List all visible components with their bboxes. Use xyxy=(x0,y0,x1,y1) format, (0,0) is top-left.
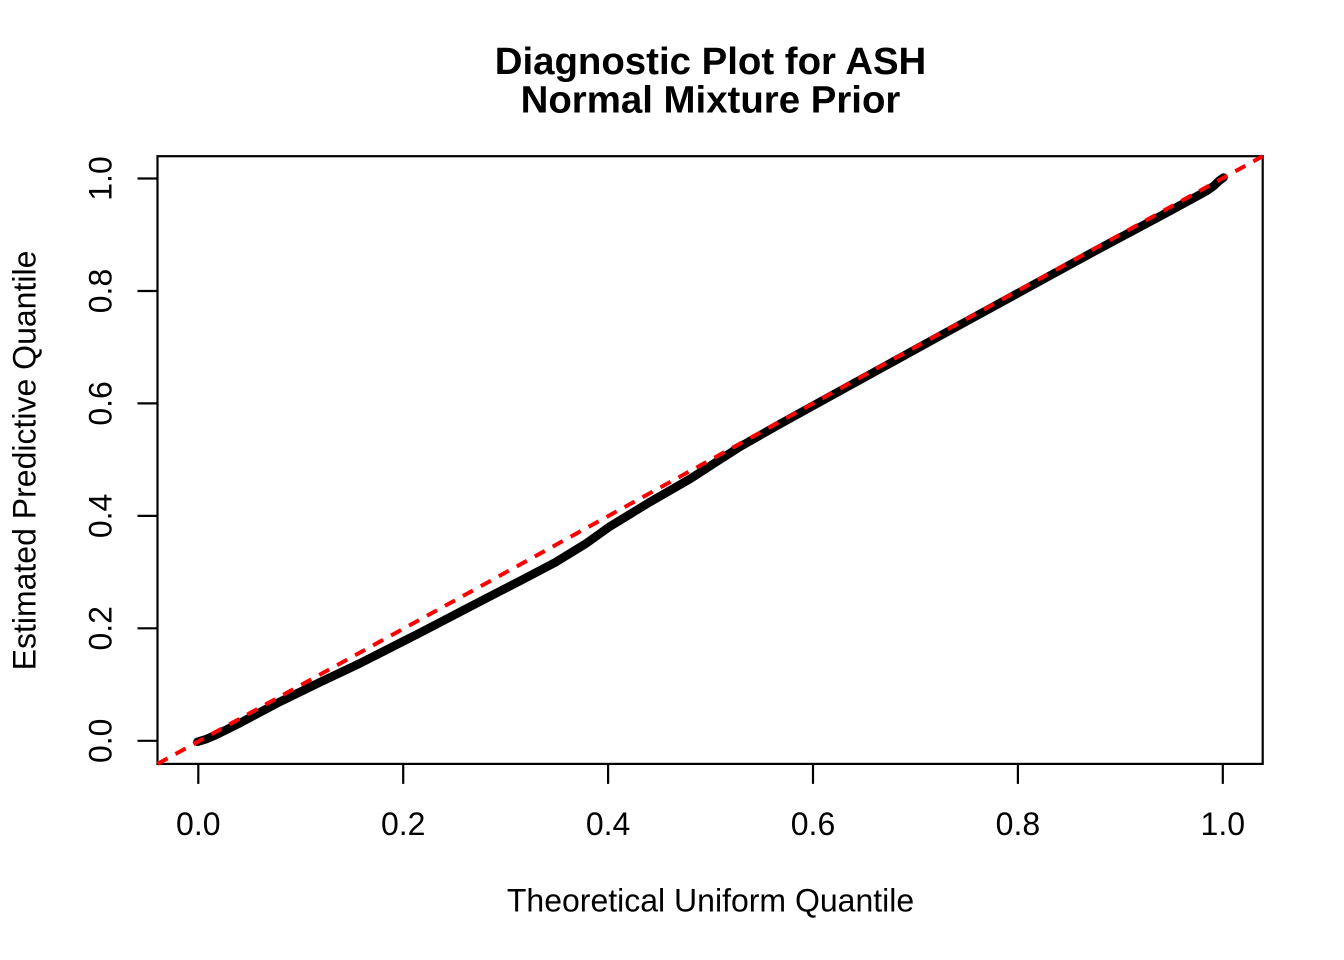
svg-text:0.0: 0.0 xyxy=(176,806,220,842)
svg-text:1.0: 1.0 xyxy=(1201,806,1245,842)
svg-text:1.0: 1.0 xyxy=(82,156,118,200)
svg-text:0.4: 0.4 xyxy=(82,494,118,538)
svg-text:0.2: 0.2 xyxy=(82,606,118,650)
svg-text:Normal Mixture Prior: Normal Mixture Prior xyxy=(521,79,901,122)
svg-text:0.6: 0.6 xyxy=(791,806,835,842)
svg-text:0.0: 0.0 xyxy=(82,719,118,763)
svg-text:0.6: 0.6 xyxy=(82,381,118,425)
svg-text:Estimated Predictive Quantile: Estimated Predictive Quantile xyxy=(7,251,43,671)
svg-text:0.2: 0.2 xyxy=(381,806,425,842)
svg-text:Theoretical Uniform Quantile: Theoretical Uniform Quantile xyxy=(507,883,914,919)
svg-text:0.4: 0.4 xyxy=(586,806,630,842)
svg-text:Diagnostic Plot for ASH: Diagnostic Plot for ASH xyxy=(495,40,927,83)
svg-text:0.8: 0.8 xyxy=(996,806,1040,842)
svg-text:0.8: 0.8 xyxy=(82,269,118,313)
